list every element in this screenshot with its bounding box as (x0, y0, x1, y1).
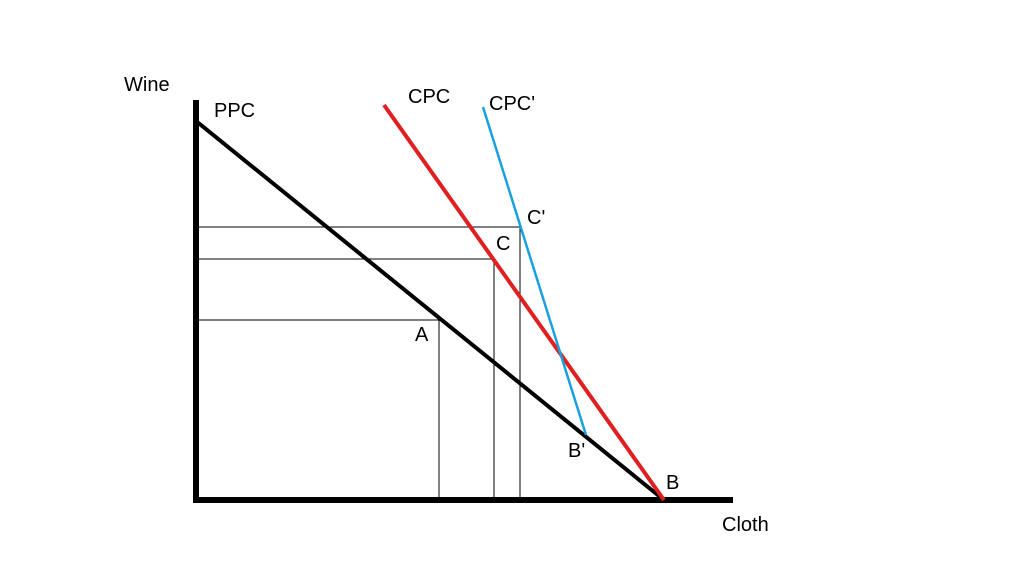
cpc-prime-label: CPC' (489, 93, 535, 115)
point-a-label: A (415, 324, 429, 346)
point-b-label: B (666, 472, 679, 494)
ppc-label: PPC (214, 100, 255, 122)
point-b-prime-label: B' (568, 440, 585, 462)
x-axis-label: Cloth (722, 514, 769, 536)
y-axis-label: Wine (124, 74, 170, 96)
point-c-prime-label: C' (527, 207, 545, 229)
ppc-line (194, 119, 666, 502)
cpc-label: CPC (408, 86, 450, 108)
cpc-prime-line (481, 106, 588, 436)
point-c-label: C (496, 233, 510, 255)
cpc-line (382, 103, 666, 502)
guide-lines (197, 226, 521, 500)
